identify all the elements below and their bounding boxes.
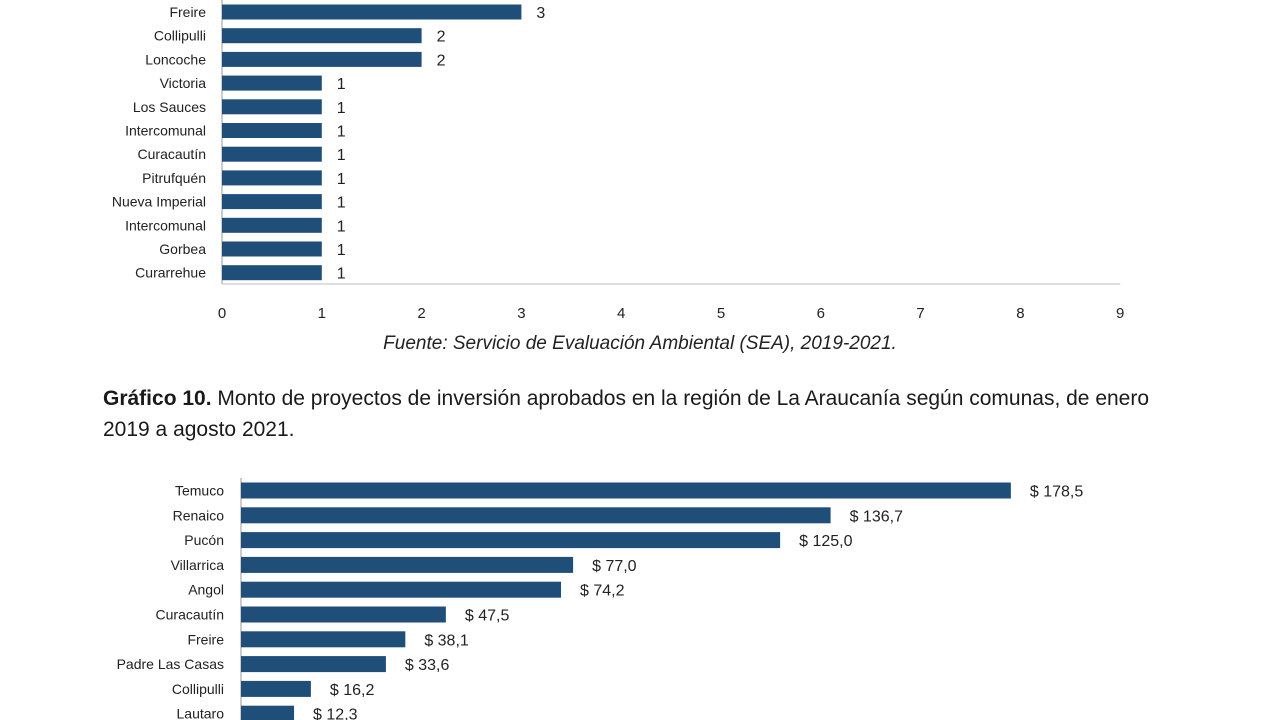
data-label: $ 33,6 — [405, 657, 450, 674]
source-note: Fuente: Servicio de Evaluación Ambiental… — [383, 333, 897, 354]
category-label: Curacautín — [156, 607, 224, 623]
data-label: 1 — [337, 266, 346, 283]
x-tick-label: 8 — [1016, 305, 1024, 322]
data-label: 1 — [337, 124, 346, 141]
x-tick-label: 6 — [817, 305, 825, 322]
bar — [222, 75, 322, 91]
data-label: 1 — [337, 100, 346, 117]
x-tick-label: 0 — [218, 305, 226, 322]
bar — [222, 99, 322, 115]
category-label: Pitrufquén — [142, 170, 206, 186]
bar — [222, 51, 422, 67]
data-label: $ 38,1 — [424, 632, 469, 649]
category-label: Curacautín — [138, 146, 206, 162]
bar — [222, 265, 322, 281]
figure-caption-text: Monto de proyectos de inversión aprobado… — [103, 387, 1150, 441]
chart-projects-count: Freire 3 Collipulli 2 Loncoche 2 Victoria 1 Los … — [112, 0, 1124, 322]
data-label: 1 — [337, 147, 346, 164]
category-label: Villarrica — [171, 557, 225, 573]
data-label: $ 178,5 — [1030, 484, 1083, 501]
x-tick-label: 3 — [517, 305, 525, 322]
category-label: Curarrehue — [135, 265, 206, 281]
category-label: Collipulli — [172, 681, 224, 697]
bar — [222, 146, 322, 162]
category-label: Pucón — [184, 532, 224, 548]
data-label: $ 125,0 — [799, 533, 852, 550]
data-label: $ 74,2 — [580, 583, 625, 600]
bar — [222, 170, 322, 186]
category-label: Lautaro — [177, 706, 225, 720]
bar — [241, 581, 562, 598]
category-label: Freire — [187, 631, 224, 647]
data-label: $ 47,5 — [465, 608, 510, 625]
bar — [222, 28, 422, 44]
category-label: Renaico — [173, 507, 225, 523]
category-label: Temuco — [175, 483, 224, 499]
category-label: Angol — [188, 582, 224, 598]
data-label: 1 — [337, 76, 346, 93]
bar — [222, 194, 322, 210]
data-label: $ 16,2 — [330, 682, 375, 699]
data-label: $ 12,3 — [313, 707, 358, 720]
figure-caption-label: Gráfico 10. — [103, 387, 212, 410]
data-label: 1 — [337, 195, 346, 212]
data-label: 2 — [437, 52, 446, 69]
x-tick-label: 7 — [916, 305, 924, 322]
category-label: Gorbea — [159, 241, 206, 257]
bar — [241, 656, 386, 673]
category-label: Nueva Imperial — [112, 194, 206, 210]
data-label: 2 — [437, 29, 446, 46]
bar — [241, 705, 295, 720]
bar — [241, 680, 311, 697]
bar — [241, 507, 831, 524]
x-tick-label: 1 — [318, 305, 326, 322]
category-label: Intercomunal — [125, 123, 206, 139]
category-label: Los Sauces — [133, 99, 206, 115]
x-tick-label: 2 — [417, 305, 425, 322]
bar — [222, 241, 322, 257]
category-label: Victoria — [160, 75, 207, 91]
bar — [222, 4, 522, 20]
category-label: Intercomunal — [125, 217, 206, 233]
bar — [241, 532, 781, 549]
category-label: Collipulli — [154, 28, 206, 44]
category-label: Padre Las Casas — [117, 656, 224, 672]
data-label: 1 — [337, 242, 346, 259]
chart-investment-amount: Temuco $ 178,5 Renaico $ 136,7 Pucón $ 125,0 V… — [117, 478, 1083, 720]
bar — [222, 217, 322, 233]
bar — [241, 556, 574, 573]
bar — [241, 482, 1011, 499]
data-label: 3 — [536, 5, 545, 22]
data-label: $ 136,7 — [850, 508, 903, 525]
data-label: 1 — [337, 171, 346, 188]
x-tick-label: 4 — [617, 305, 625, 322]
data-label: 1 — [337, 218, 346, 235]
category-label: Freire — [169, 4, 206, 20]
bar — [241, 606, 446, 623]
category-label: Loncoche — [145, 51, 206, 67]
bar — [222, 123, 322, 138]
figure-caption: Gráfico 10. Monto de proyectos de invers… — [103, 383, 1193, 445]
data-label: $ 77,0 — [592, 558, 637, 575]
x-tick-label: 9 — [1116, 305, 1124, 322]
bar — [241, 631, 406, 648]
x-tick-label: 5 — [717, 305, 725, 322]
